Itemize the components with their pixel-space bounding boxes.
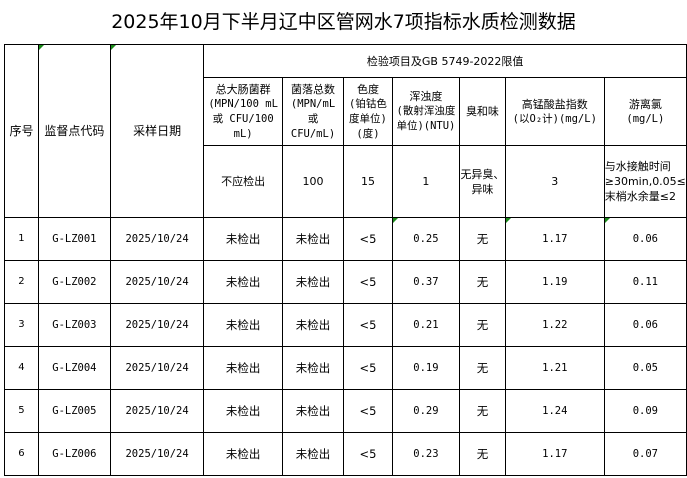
item-limit[interactable]: 3 <box>504 145 605 218</box>
table-cell[interactable]: 0.06 <box>603 217 687 261</box>
header-item[interactable]: 游离氯 (mg/L) <box>603 77 687 146</box>
table-cell[interactable]: 2025/10/24 <box>109 346 205 390</box>
item-limit[interactable]: 15 <box>343 145 393 218</box>
header-date[interactable]: 采样日期 <box>109 44 205 218</box>
table-cell[interactable]: 未检出 <box>281 346 345 390</box>
item-unit: (散射浑浊度单位)(NTU) <box>396 105 456 132</box>
item-unit: (MPN/100 mL 或 CFU/100 mL) <box>208 97 278 140</box>
table-cell[interactable]: 5 <box>4 389 39 433</box>
header-item[interactable]: 高锰酸盐指数 (以O₂计)(mg/L) <box>504 77 605 146</box>
header-group[interactable]: 检验项目及GB 5749-2022限值 <box>203 44 687 78</box>
table-cell[interactable]: 1.22 <box>504 303 605 347</box>
table-cell[interactable]: G-LZ001 <box>37 217 111 261</box>
item-limit[interactable]: 无异臭、异味 <box>459 145 506 218</box>
item-limit[interactable]: 不应检出 <box>203 145 283 218</box>
table-cell[interactable]: 2025/10/24 <box>109 432 205 476</box>
table-cell[interactable]: 1 <box>4 217 39 261</box>
table-cell[interactable]: 1.19 <box>504 260 605 304</box>
item-name: 菌落总数 <box>291 82 336 96</box>
sheet-title: 2025年10月下半月辽中区管网水7项指标水质检测数据 <box>111 11 576 33</box>
table-cell[interactable]: 0.23 <box>391 432 461 476</box>
table-cell[interactable]: 未检出 <box>203 260 283 304</box>
item-name: 总大肠菌群 <box>215 82 271 96</box>
header-seq[interactable]: 序号 <box>4 44 39 218</box>
header-code[interactable]: 监督点代码 <box>37 44 111 218</box>
header-item[interactable]: 色度 (铂钴色度单位)(度) <box>343 77 393 146</box>
table-cell[interactable]: 2025/10/24 <box>109 217 205 261</box>
table-cell[interactable]: 未检出 <box>281 303 345 347</box>
table-cell[interactable]: 未检出 <box>203 217 283 261</box>
table-cell[interactable]: 未检出 <box>203 346 283 390</box>
table-cell[interactable]: 4 <box>4 346 39 390</box>
table-cell[interactable]: G-LZ002 <box>37 260 111 304</box>
table-cell[interactable]: <5 <box>343 217 393 261</box>
table-cell[interactable]: 0.25 <box>391 217 461 261</box>
item-unit: (铂钴色度单位)(度) <box>349 97 387 140</box>
table-cell[interactable]: 无 <box>459 389 506 433</box>
table-cell[interactable]: 6 <box>4 432 39 476</box>
table-cell[interactable]: G-LZ004 <box>37 346 111 390</box>
table-cell[interactable]: 未检出 <box>281 217 345 261</box>
table-cell[interactable]: 1.21 <box>504 346 605 390</box>
item-name: 高锰酸盐指数 <box>521 97 588 111</box>
table-cell[interactable]: 0.37 <box>391 260 461 304</box>
table-cell[interactable]: 0.19 <box>391 346 461 390</box>
table-cell[interactable]: 未检出 <box>281 432 345 476</box>
table-cell[interactable]: G-LZ003 <box>37 303 111 347</box>
header-item[interactable]: 总大肠菌群 (MPN/100 mL 或 CFU/100 mL) <box>203 77 283 146</box>
item-name: 臭和味 <box>465 105 499 118</box>
table-cell[interactable]: 2025/10/24 <box>109 389 205 433</box>
table-cell[interactable]: 无 <box>459 217 506 261</box>
table-cell[interactable]: 2025/10/24 <box>109 303 205 347</box>
table-cell[interactable]: G-LZ005 <box>37 389 111 433</box>
item-unit: (MPN/mL 或 CFU/mL) <box>290 97 336 140</box>
table-cell[interactable]: G-LZ006 <box>37 432 111 476</box>
table-cell[interactable]: 3 <box>4 303 39 347</box>
table-cell[interactable]: 0.29 <box>391 389 461 433</box>
item-name: 浑浊度 <box>409 90 443 103</box>
table-cell[interactable]: 无 <box>459 303 506 347</box>
table-cell[interactable]: 2025/10/24 <box>109 260 205 304</box>
item-limit[interactable]: 100 <box>281 145 345 218</box>
table-cell[interactable]: 1.17 <box>504 217 605 261</box>
table-cell[interactable]: 0.06 <box>603 303 687 347</box>
table-row: 2 G-LZ002 2025/10/24 未检出 未检出 <5 0.37 无 1.19 0.11 <box>4 260 687 304</box>
table-cell[interactable]: 1.24 <box>504 389 605 433</box>
header-item[interactable]: 浑浊度 (散射浑浊度单位)(NTU) <box>391 77 461 146</box>
table-row: 3 G-LZ003 2025/10/24 未检出 未检出 <5 0.21 无 1.22 0.06 <box>4 303 687 347</box>
table-row: 4 G-LZ004 2025/10/24 未检出 未检出 <5 0.19 无 1.21 0.05 <box>4 346 687 390</box>
item-unit: (mg/L) <box>626 112 665 125</box>
table-cell[interactable]: 1.17 <box>504 432 605 476</box>
header-item[interactable]: 臭和味 <box>459 77 506 146</box>
water-quality-table: 序号 监督点代码 采样日期 检验项目及GB 5749-2022限值 总大肠菌群(… <box>4 44 687 476</box>
table-row: 5 G-LZ005 2025/10/24 未检出 未检出 <5 0.29 无 1.24 0.09 <box>4 389 687 433</box>
item-limit[interactable]: 1 <box>391 145 461 218</box>
table-cell[interactable]: 未检出 <box>203 303 283 347</box>
table-cell[interactable]: 0.07 <box>603 432 687 476</box>
table-cell[interactable]: <5 <box>343 346 393 390</box>
item-unit: (以O₂计)(mg/L) <box>512 112 597 125</box>
table-cell[interactable]: 0.11 <box>603 260 687 304</box>
table-cell[interactable]: <5 <box>343 389 393 433</box>
table-cell[interactable]: 未检出 <box>281 260 345 304</box>
table-cell[interactable]: 2 <box>4 260 39 304</box>
item-name: 游离氯 <box>628 97 662 111</box>
table-cell[interactable]: <5 <box>343 303 393 347</box>
table-cell[interactable]: 无 <box>459 432 506 476</box>
item-name: 色度 <box>356 82 379 96</box>
table-cell[interactable]: 0.05 <box>603 346 687 390</box>
table-cell[interactable]: 未检出 <box>281 389 345 433</box>
table-cell[interactable]: 未检出 <box>203 389 283 433</box>
table-cell[interactable]: <5 <box>343 432 393 476</box>
table-row: 6 G-LZ006 2025/10/24 未检出 未检出 <5 0.23 无 1.17 0.07 <box>4 432 687 476</box>
header-item[interactable]: 菌落总数 (MPN/mL 或 CFU/mL) <box>281 77 345 146</box>
table-cell[interactable]: 无 <box>459 346 506 390</box>
table-row: 1 G-LZ001 2025/10/24 未检出 未检出 <5 0.25 无 1.17 0.06 <box>4 217 687 261</box>
item-limit[interactable]: 与水接触时间≥30min,0.05≤末梢水余量≤2 <box>603 145 687 218</box>
table-cell[interactable]: 0.09 <box>603 389 687 433</box>
table-cell[interactable]: 0.21 <box>391 303 461 347</box>
table-cell[interactable]: 未检出 <box>203 432 283 476</box>
table-cell[interactable]: <5 <box>343 260 393 304</box>
table-cell[interactable]: 无 <box>459 260 506 304</box>
